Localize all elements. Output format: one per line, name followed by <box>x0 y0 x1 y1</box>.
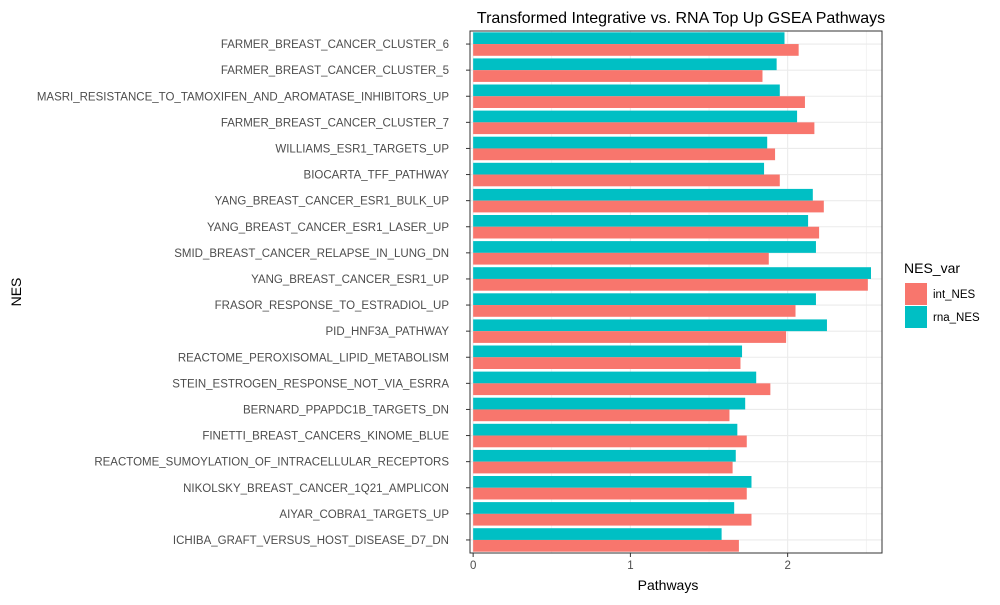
x-axis: 0 1 2 <box>470 553 791 572</box>
plot-area <box>469 30 883 554</box>
bar-int-nes <box>473 70 763 82</box>
x-tick-label: 2 <box>784 560 790 572</box>
y-tick-label: WILLIAMS_ESR1_TARGETS_UP <box>275 143 449 155</box>
bar-rna-nes <box>473 502 735 514</box>
bar-int-nes <box>473 44 799 56</box>
bar-int-nes <box>473 252 769 265</box>
bar-rna-nes <box>473 449 736 462</box>
bar-int-nes <box>473 409 730 422</box>
legend-items: int_NES rna_NES <box>905 283 980 328</box>
y-tick-label: YANG_BREAST_CANCER_ESR1_LASER_UP <box>207 222 449 234</box>
bar-int-nes <box>473 513 752 526</box>
bar-int-nes <box>473 174 780 187</box>
bar-int-nes <box>473 278 868 291</box>
x-axis-label: Pathways <box>638 577 699 593</box>
bar-rna-nes <box>473 293 816 306</box>
bar-rna-nes <box>473 58 777 71</box>
legend: NES_var int_NES rna_NES <box>904 260 980 328</box>
plot-background <box>470 31 882 553</box>
bar-rna-nes <box>473 188 813 201</box>
bar-int-nes <box>473 383 771 396</box>
y-tick-label: FARMER_BREAST_CANCER_CLUSTER_6 <box>221 39 449 51</box>
bar-int-nes <box>473 305 796 317</box>
y-tick-label: AIYAR_COBRA1_TARGETS_UP <box>279 509 449 521</box>
bar-rna-nes <box>473 528 722 540</box>
bar-int-nes <box>473 331 787 343</box>
y-tick-label: FARMER_BREAST_CANCER_CLUSTER_5 <box>221 65 449 77</box>
bar-int-nes <box>473 122 815 135</box>
y-tick-label: REACTOME_PEROXISOMAL_LIPID_METABOLISM <box>178 352 449 364</box>
y-tick-label: FRASOR_RESPONSE_TO_ESTRADIOL_UP <box>215 300 450 312</box>
y-tick-label: YANG_BREAST_CANCER_ESR1_BULK_UP <box>215 196 450 208</box>
bar-rna-nes <box>473 267 871 279</box>
bar-group <box>473 32 871 552</box>
bar-rna-nes <box>473 423 738 436</box>
bar-rna-nes <box>473 345 743 358</box>
y-tick-label: FARMER_BREAST_CANCER_CLUSTER_7 <box>221 117 449 129</box>
bar-int-nes <box>473 200 824 213</box>
y-axis: FARMER_BREAST_CANCER_CLUSTER_6 FARMER_BRE… <box>37 39 470 547</box>
bar-int-nes <box>473 357 741 369</box>
bar-int-nes <box>473 148 776 161</box>
bar-rna-nes <box>473 110 798 123</box>
bar-rna-nes <box>473 476 752 488</box>
legend-title: NES_var <box>904 260 960 276</box>
bar-rna-nes <box>473 397 746 410</box>
chart-title: Transformed Integrative vs. RNA Top Up G… <box>477 10 885 27</box>
y-tick-label: REACTOME_SUMOYLATION_OF_INTRACELLULAR_RE… <box>94 457 449 469</box>
legend-swatch-int-nes <box>905 283 927 305</box>
plot-border <box>469 30 883 554</box>
bar-rna-nes <box>473 84 780 97</box>
y-axis-label: NES <box>8 278 24 307</box>
legend-label-rna-nes: rna_NES <box>933 312 980 324</box>
legend-label-int-nes: int_NES <box>933 289 976 301</box>
y-tick-label: YANG_BREAST_CANCER_ESR1_UP <box>251 274 449 286</box>
bar-rna-nes <box>473 319 827 332</box>
x-tick-label: 1 <box>627 560 633 572</box>
y-tick-label: BERNARD_PPAPDC1B_TARGETS_DN <box>243 404 449 416</box>
bar-int-nes <box>473 487 747 500</box>
y-tick-label: STEIN_ESTROGEN_RESPONSE_NOT_VIA_ESRRA <box>172 378 449 390</box>
bar-int-nes <box>473 539 739 552</box>
bar-rna-nes <box>473 32 785 45</box>
bar-int-nes <box>473 461 733 474</box>
bar-rna-nes <box>473 215 809 227</box>
bar-rna-nes <box>473 371 757 384</box>
bar-rna-nes <box>473 162 765 175</box>
legend-swatch-rna-nes <box>905 306 927 328</box>
y-tick-label: ICHIBA_GRAFT_VERSUS_HOST_DISEASE_D7_DN <box>173 535 449 547</box>
bar-rna-nes <box>473 241 816 253</box>
bar-int-nes <box>473 226 820 239</box>
bar-rna-nes <box>473 136 768 149</box>
y-tick-label: FINETTI_BREAST_CANCERS_KINOME_BLUE <box>202 431 449 443</box>
y-tick-label: PID_HNF3A_PATHWAY <box>325 326 449 338</box>
y-tick-label: SMID_BREAST_CANCER_RELAPSE_IN_LUNG_DN <box>174 248 449 260</box>
y-tick-label: MASRI_RESISTANCE_TO_TAMOXIFEN_AND_AROMAT… <box>37 91 450 103</box>
bar-int-nes <box>473 435 747 448</box>
bar-int-nes <box>473 96 805 108</box>
x-tick-label: 0 <box>470 560 476 572</box>
y-tick-label: NIKOLSKY_BREAST_CANCER_1Q21_AMPLICON <box>183 483 449 495</box>
y-tick-label: BIOCARTA_TFF_PATHWAY <box>304 170 450 182</box>
